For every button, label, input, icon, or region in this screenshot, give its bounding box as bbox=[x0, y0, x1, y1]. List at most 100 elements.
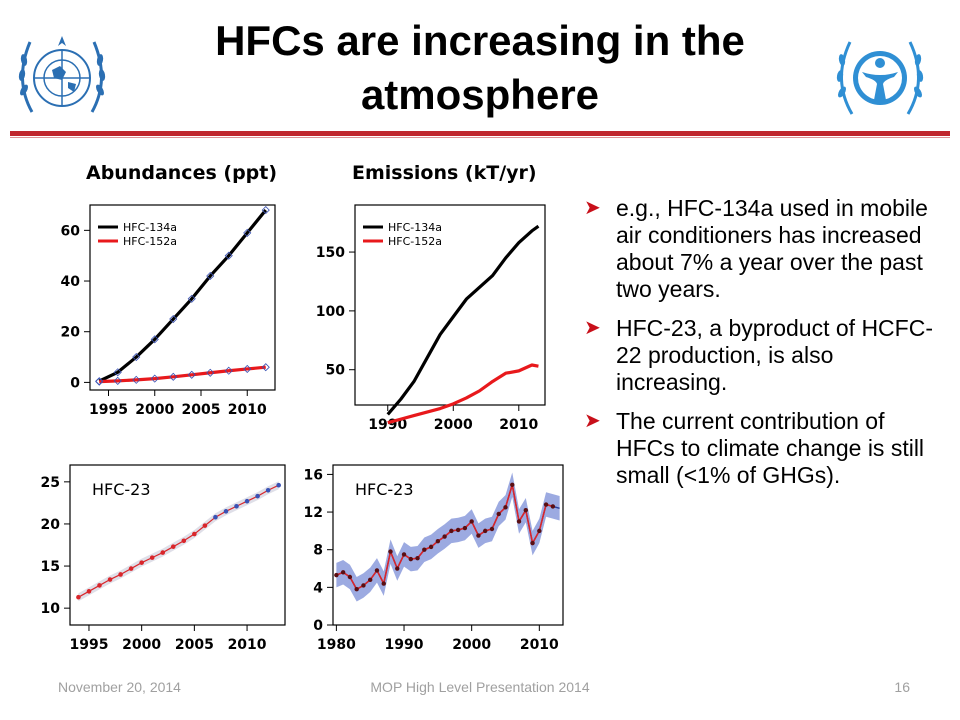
data-point bbox=[455, 527, 461, 533]
arrow-bullet-icon: ➤ bbox=[584, 317, 601, 339]
panel-annotation: HFC-23 bbox=[355, 480, 414, 499]
data-point bbox=[150, 374, 159, 383]
y-tick-label: 25 bbox=[41, 475, 60, 491]
abundances-title: Abundances (ppt) bbox=[86, 162, 278, 184]
data-point bbox=[261, 206, 270, 215]
y-tick-label: 15 bbox=[41, 559, 60, 575]
data-point bbox=[415, 555, 420, 561]
y-tick-label: 4 bbox=[313, 580, 323, 596]
arrow-bullet-icon: ➤ bbox=[584, 197, 601, 219]
data-point bbox=[276, 482, 281, 488]
data-point bbox=[510, 482, 515, 487]
x-tick-label: 2010 bbox=[228, 402, 267, 418]
data-point bbox=[243, 364, 252, 374]
x-tick-label: 2005 bbox=[182, 402, 221, 418]
series-line bbox=[386, 224, 540, 416]
data-point bbox=[503, 505, 508, 510]
data-point bbox=[244, 498, 250, 504]
data-point bbox=[255, 493, 260, 499]
data-point bbox=[489, 526, 495, 532]
y-tick-label: 40 bbox=[61, 274, 81, 290]
y-tick-label: 16 bbox=[304, 467, 323, 483]
x-tick-label: 2000 bbox=[434, 417, 473, 433]
data-point bbox=[107, 577, 113, 582]
data-point bbox=[374, 568, 380, 573]
data-point bbox=[422, 547, 427, 552]
plot-frame bbox=[354, 204, 546, 406]
data-point bbox=[261, 363, 270, 372]
y-tick-label: 0 bbox=[70, 375, 80, 391]
data-point bbox=[340, 570, 346, 575]
data-point bbox=[395, 566, 400, 571]
data-point bbox=[537, 528, 542, 534]
data-point bbox=[543, 502, 549, 507]
data-point bbox=[202, 523, 208, 528]
bullet-text: The current contribution of HFCs to clim… bbox=[616, 408, 925, 488]
uncertainty-band bbox=[336, 472, 560, 602]
data-point bbox=[150, 335, 159, 344]
bullet-item: ➤ e.g., HFC-134a used in mobile air cond… bbox=[580, 195, 942, 303]
title-divider-shadow bbox=[10, 137, 950, 138]
data-point bbox=[550, 504, 556, 509]
y-tick-label: 20 bbox=[61, 325, 81, 341]
data-point bbox=[223, 509, 229, 514]
x-tick-label: 2005 bbox=[175, 637, 214, 653]
data-point bbox=[132, 375, 141, 384]
data-point bbox=[118, 572, 123, 577]
title-line-1: HFCs are increasing in the bbox=[215, 17, 745, 64]
data-point bbox=[192, 531, 197, 537]
data-point bbox=[530, 540, 535, 546]
bullet-item: ➤ HFC-23, a byproduct of HCFC-22 product… bbox=[580, 315, 942, 396]
y-tick-label: 20 bbox=[41, 517, 61, 533]
x-tick-label: 1990 bbox=[385, 637, 424, 653]
x-tick-label: 2000 bbox=[122, 637, 161, 653]
data-point bbox=[408, 556, 413, 562]
data-point bbox=[354, 587, 359, 592]
data-point bbox=[523, 507, 528, 513]
data-point bbox=[169, 314, 178, 324]
data-point bbox=[449, 528, 454, 534]
data-point bbox=[86, 589, 92, 594]
y-tick-label: 150 bbox=[316, 245, 345, 261]
data-point bbox=[187, 294, 196, 303]
slide-title: HFCs are increasing in the atmosphere bbox=[130, 14, 830, 122]
title-divider bbox=[10, 131, 950, 136]
data-point bbox=[170, 544, 176, 549]
x-tick-label: 2000 bbox=[452, 637, 491, 653]
data-point bbox=[368, 577, 373, 583]
data-point bbox=[243, 228, 252, 237]
x-tick-label: 2000 bbox=[135, 402, 174, 418]
y-tick-label: 100 bbox=[316, 304, 345, 320]
data-point bbox=[428, 544, 434, 550]
y-tick-label: 50 bbox=[326, 363, 346, 379]
x-tick-label: 1980 bbox=[317, 637, 356, 653]
data-point bbox=[442, 534, 447, 539]
panel-annotation: HFC-23 bbox=[92, 480, 151, 499]
page-number: 16 bbox=[894, 679, 910, 695]
data-point bbox=[139, 560, 144, 565]
data-point bbox=[113, 368, 122, 377]
data-point bbox=[224, 366, 233, 375]
hfc23-emissions-chart: 0 4 8 12 16 1980 1990 2000 2010 HFC-23 bbox=[304, 464, 564, 653]
data-point bbox=[149, 555, 155, 560]
series-line bbox=[98, 209, 267, 383]
data-point bbox=[234, 503, 239, 509]
plot-frame bbox=[332, 464, 564, 626]
data-point bbox=[483, 528, 488, 534]
wmo-logo-icon bbox=[18, 36, 106, 113]
legend-label: HFC-152a bbox=[123, 235, 177, 248]
bullet-text: HFC-23, a byproduct of HCFC-22 productio… bbox=[616, 315, 933, 395]
data-point bbox=[401, 552, 407, 557]
data-point bbox=[187, 370, 196, 379]
data-point bbox=[361, 583, 366, 588]
x-tick-label: 2010 bbox=[228, 637, 267, 653]
y-tick-label: 10 bbox=[41, 601, 61, 617]
data-point bbox=[181, 538, 187, 544]
series-line bbox=[99, 365, 266, 384]
series-line bbox=[387, 363, 539, 425]
hfc23-abundance-chart: 10 15 20 25 1995 2000 2005 2010 HFC-23 bbox=[41, 464, 286, 653]
data-point bbox=[435, 539, 441, 544]
arrow-bullet-icon: ➤ bbox=[584, 410, 601, 432]
